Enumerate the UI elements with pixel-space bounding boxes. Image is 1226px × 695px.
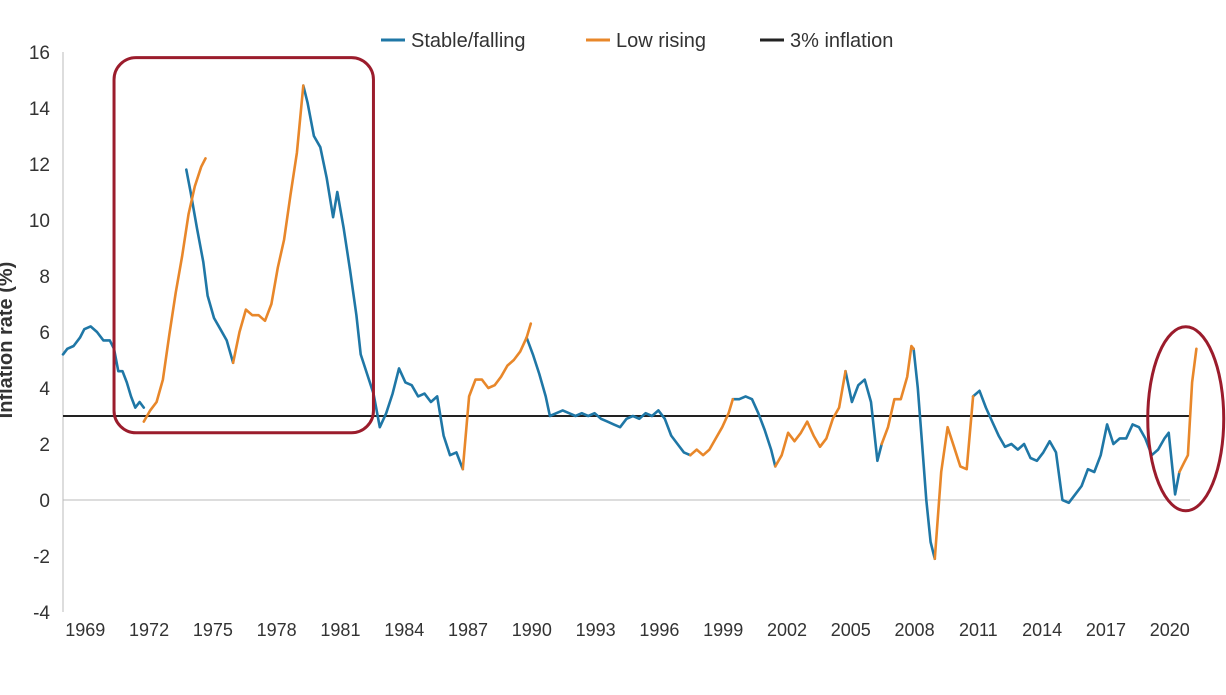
x-tick-label: 1993 bbox=[576, 620, 616, 640]
legend: Stable/falling Low rising 3% inflation bbox=[381, 30, 893, 52]
stable-falling-line-segment bbox=[185, 168, 235, 365]
stable-falling-line-segment bbox=[731, 395, 777, 468]
x-tick-label: 1987 bbox=[448, 620, 488, 640]
x-tick-label: 1996 bbox=[639, 620, 679, 640]
y-tick-label: 2 bbox=[39, 435, 50, 456]
x-tick-label: 1972 bbox=[129, 620, 169, 640]
y-tick-label: 0 bbox=[39, 491, 50, 512]
highlight-ellipse-2020 bbox=[1146, 325, 1226, 513]
y-tick-label: 16 bbox=[29, 43, 50, 64]
x-tick-label: 1999 bbox=[703, 620, 743, 640]
y-tick-label: 8 bbox=[39, 267, 50, 288]
legend-label: 3% inflation bbox=[790, 30, 893, 52]
y-tick-label: 10 bbox=[29, 211, 50, 232]
legend-label: Low rising bbox=[616, 30, 706, 52]
low-rising-line-segment bbox=[933, 395, 975, 561]
low-rising-line-segment bbox=[461, 322, 533, 471]
x-tick-label: 2011 bbox=[959, 620, 998, 640]
y-tick-label: -4 bbox=[33, 603, 50, 624]
x-tick-label: 1978 bbox=[257, 620, 297, 640]
stable-falling-line-segment bbox=[525, 336, 692, 457]
stable-falling-line-segment bbox=[844, 369, 884, 463]
x-tick-label: 1981 bbox=[320, 620, 360, 640]
annotations bbox=[112, 56, 1226, 513]
x-tick-label: 1975 bbox=[193, 620, 233, 640]
x-tick-label: 2014 bbox=[1022, 620, 1062, 640]
stable-falling-line-segment bbox=[301, 84, 465, 471]
low-rising-line-segment bbox=[231, 84, 305, 365]
y-tick-label: 12 bbox=[29, 155, 50, 176]
y-tick-label: -2 bbox=[33, 547, 50, 568]
x-tick-label: 1969 bbox=[65, 620, 105, 640]
low-rising-line-segment bbox=[142, 157, 207, 423]
plot-lines bbox=[61, 84, 1198, 561]
stable-falling-line-segment bbox=[61, 325, 146, 409]
y-tick-label: 14 bbox=[29, 99, 51, 120]
x-axis-ticks: 1969 1972 1975 1978 1981 1984 1987 1990 1993 1996… bbox=[65, 620, 1190, 640]
y-tick-label: 6 bbox=[39, 323, 50, 344]
axes bbox=[62, 52, 1190, 612]
x-tick-label: 2005 bbox=[831, 620, 871, 640]
stable-falling-line-segment bbox=[912, 347, 937, 561]
low-rising-line-segment bbox=[880, 344, 915, 446]
low-rising-line-segment bbox=[688, 397, 735, 457]
x-tick-label: 2008 bbox=[895, 620, 935, 640]
x-tick-label: 2020 bbox=[1150, 620, 1190, 640]
legend-label: Stable/falling bbox=[411, 30, 526, 52]
x-tick-label: 2017 bbox=[1086, 620, 1126, 640]
x-tick-label: 2002 bbox=[767, 620, 807, 640]
low-rising-line-segment bbox=[773, 369, 847, 468]
y-axis-label: Inflation rate (%) bbox=[0, 262, 17, 419]
x-tick-label: 1990 bbox=[512, 620, 552, 640]
highlight-box-1970s bbox=[112, 56, 375, 435]
x-tick-label: 1984 bbox=[384, 620, 424, 640]
low-rising-line-segment bbox=[1178, 347, 1198, 474]
y-tick-label: 4 bbox=[39, 379, 50, 400]
y-axis-ticks: 16 14 12 10 8 6 4 2 0 -2 -4 bbox=[29, 43, 51, 624]
